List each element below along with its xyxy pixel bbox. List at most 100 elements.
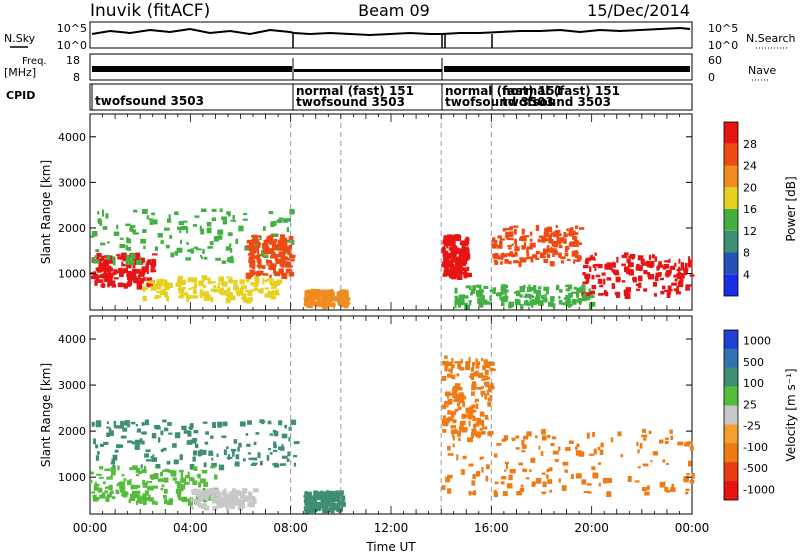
power-echo-7 bbox=[667, 285, 672, 291]
power-echo-3 bbox=[289, 259, 295, 262]
power-echo-0 bbox=[132, 271, 135, 274]
velocity-echo-5 bbox=[478, 372, 484, 378]
power-echo-1 bbox=[167, 218, 172, 223]
velocity-echo-0 bbox=[93, 438, 97, 445]
power-echo-6 bbox=[492, 237, 496, 243]
power-echo-1 bbox=[139, 256, 142, 260]
power-echo-7 bbox=[621, 254, 628, 259]
velocity-echo-4 bbox=[586, 483, 592, 486]
power-echo-3 bbox=[282, 243, 288, 249]
power-echo-1 bbox=[130, 225, 136, 228]
velocity-echo-2 bbox=[226, 494, 230, 499]
velocity-echo-2 bbox=[237, 499, 243, 505]
power-echo-2 bbox=[274, 283, 277, 289]
power-echo-3 bbox=[283, 272, 287, 276]
power-colorbar-segment-6 bbox=[724, 143, 738, 166]
power-echo-0 bbox=[119, 272, 124, 277]
power-echo-3 bbox=[257, 270, 264, 276]
velocity-echo-1 bbox=[138, 471, 142, 474]
power-echo-7 bbox=[663, 264, 669, 269]
velocity-echo-2 bbox=[225, 506, 230, 512]
velocity-echo-4 bbox=[691, 473, 695, 479]
power-echo-8 bbox=[519, 294, 523, 298]
power-colorbar-tick-0: 4 bbox=[743, 268, 750, 281]
velocity-echo-4 bbox=[671, 483, 674, 490]
velocity-echo-5 bbox=[471, 432, 474, 438]
power-echo-0 bbox=[96, 252, 102, 258]
velocity-echo-2 bbox=[251, 502, 255, 508]
velocity-echo-1 bbox=[214, 474, 218, 480]
velocity-echo-1 bbox=[121, 492, 124, 497]
velocity-echo-4 bbox=[469, 491, 476, 495]
power-echo-0 bbox=[107, 272, 114, 278]
power-echo-8 bbox=[454, 303, 457, 309]
velocity-echo-5 bbox=[451, 358, 454, 364]
velocity-echo-3 bbox=[318, 496, 324, 499]
power-echo-1 bbox=[94, 255, 98, 258]
velocity-echo-0 bbox=[237, 446, 240, 452]
power-echo-7 bbox=[583, 265, 589, 269]
power-echo-7 bbox=[597, 263, 603, 269]
power-echo-6 bbox=[511, 231, 514, 235]
velocity-echo-2 bbox=[229, 491, 232, 497]
velocity-echo-0 bbox=[281, 444, 284, 448]
power-echo-4 bbox=[310, 294, 316, 299]
power-echo-1 bbox=[143, 245, 146, 250]
power-echo-8 bbox=[527, 302, 531, 307]
velocity-echo-3 bbox=[325, 495, 329, 499]
power-echo-5 bbox=[445, 250, 449, 256]
power-echo-6 bbox=[500, 261, 503, 265]
velocity-echo-1 bbox=[110, 490, 114, 493]
power-echo-0 bbox=[96, 255, 100, 262]
power-echo-1 bbox=[203, 256, 208, 260]
power-echo-2 bbox=[226, 276, 230, 279]
velocity-echo-4 bbox=[547, 434, 551, 439]
power-echo-2 bbox=[272, 290, 278, 294]
velocity-echo-5 bbox=[456, 373, 460, 377]
velocity-echo-5 bbox=[450, 429, 457, 434]
power-echo-2 bbox=[260, 287, 264, 294]
velocity-echo-4 bbox=[685, 491, 689, 495]
power-echo-2 bbox=[270, 293, 275, 300]
power-echo-3 bbox=[286, 268, 292, 272]
velocity-echo-1 bbox=[94, 483, 100, 486]
power-echo-6 bbox=[509, 231, 513, 237]
velocity-echo-4 bbox=[519, 487, 525, 493]
power-echo-2 bbox=[227, 287, 231, 292]
power-echo-8 bbox=[454, 295, 458, 298]
velocity-echo-5 bbox=[487, 431, 493, 437]
power-echo-6 bbox=[504, 227, 511, 231]
power-echo-7 bbox=[685, 284, 692, 287]
power-echo-6 bbox=[564, 238, 567, 244]
power-echo-0 bbox=[127, 278, 133, 283]
velocity-echo-0 bbox=[280, 463, 286, 466]
power-echo-1 bbox=[259, 235, 262, 241]
power-echo-1 bbox=[95, 249, 100, 253]
power-echo-2 bbox=[218, 288, 222, 295]
power-echo-5 bbox=[465, 260, 468, 265]
velocity-echo-3 bbox=[335, 491, 338, 494]
power-echo-5 bbox=[451, 245, 456, 251]
power-echo-6 bbox=[524, 242, 527, 248]
velocity-echo-3 bbox=[324, 504, 330, 507]
velocity-echo-4 bbox=[558, 478, 561, 483]
velocity-echo-4 bbox=[541, 472, 546, 475]
velocity-echo-1 bbox=[142, 493, 147, 497]
velocity-echo-4 bbox=[456, 454, 459, 461]
velocity-echo-4 bbox=[650, 460, 653, 463]
power-colorbar-tick-2: 12 bbox=[743, 225, 757, 238]
power-echo-1 bbox=[229, 258, 234, 264]
power-echo-3 bbox=[256, 260, 261, 263]
power-colorbar-segment-7 bbox=[724, 122, 738, 144]
power-echo-7 bbox=[628, 255, 631, 259]
velocity-echo-4 bbox=[576, 443, 580, 448]
velocity-echo-4 bbox=[607, 477, 612, 483]
velocity-echo-0 bbox=[255, 432, 260, 435]
power-echo-3 bbox=[288, 236, 294, 241]
velocity-echo-0 bbox=[208, 450, 214, 456]
power-echo-4 bbox=[344, 297, 351, 301]
power-echo-1 bbox=[282, 218, 288, 222]
power-echo-1 bbox=[199, 225, 202, 232]
power-echo-8 bbox=[536, 289, 541, 296]
power-echo-4 bbox=[324, 291, 331, 295]
